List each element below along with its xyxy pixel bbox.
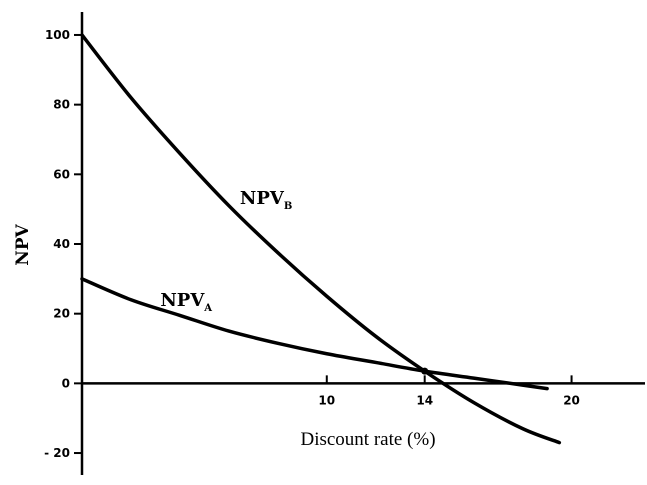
y-tick-label: 80 (53, 98, 70, 112)
series-label-npv-a: NPVA (160, 290, 212, 314)
y-tick-label: 100 (45, 28, 70, 42)
y-axis-ticks: - 20 0 20 40 60 80 100 (44, 28, 82, 460)
series-label-main: NPV (240, 188, 285, 209)
axes (80, 12, 645, 475)
series-line-npv-a (80, 277, 549, 391)
series-label-npv-b: NPVB (240, 188, 292, 212)
y-tick-label: - 20 (44, 446, 70, 460)
series-label-subscript: A (203, 303, 212, 314)
series-line-npv-b (80, 33, 562, 445)
series-label-subscript: B (284, 201, 292, 212)
y-tick-label: 0 (62, 376, 70, 390)
x-tick-label: 14 (416, 393, 433, 407)
x-tick-label: 10 (318, 393, 335, 407)
y-tick-label: 40 (53, 237, 70, 251)
y-tick-label: 60 (53, 167, 70, 181)
x-axis-ticks: 10 14 20 (318, 375, 580, 407)
y-tick-label: 20 (53, 307, 70, 321)
x-tick-label: 20 (563, 393, 580, 407)
series-group (80, 33, 562, 445)
crossover-marker (421, 367, 429, 375)
y-axis-label: NPV (13, 223, 33, 265)
x-axis-label: Discount rate (%) (300, 429, 435, 450)
series-label-main: NPV (160, 290, 205, 311)
